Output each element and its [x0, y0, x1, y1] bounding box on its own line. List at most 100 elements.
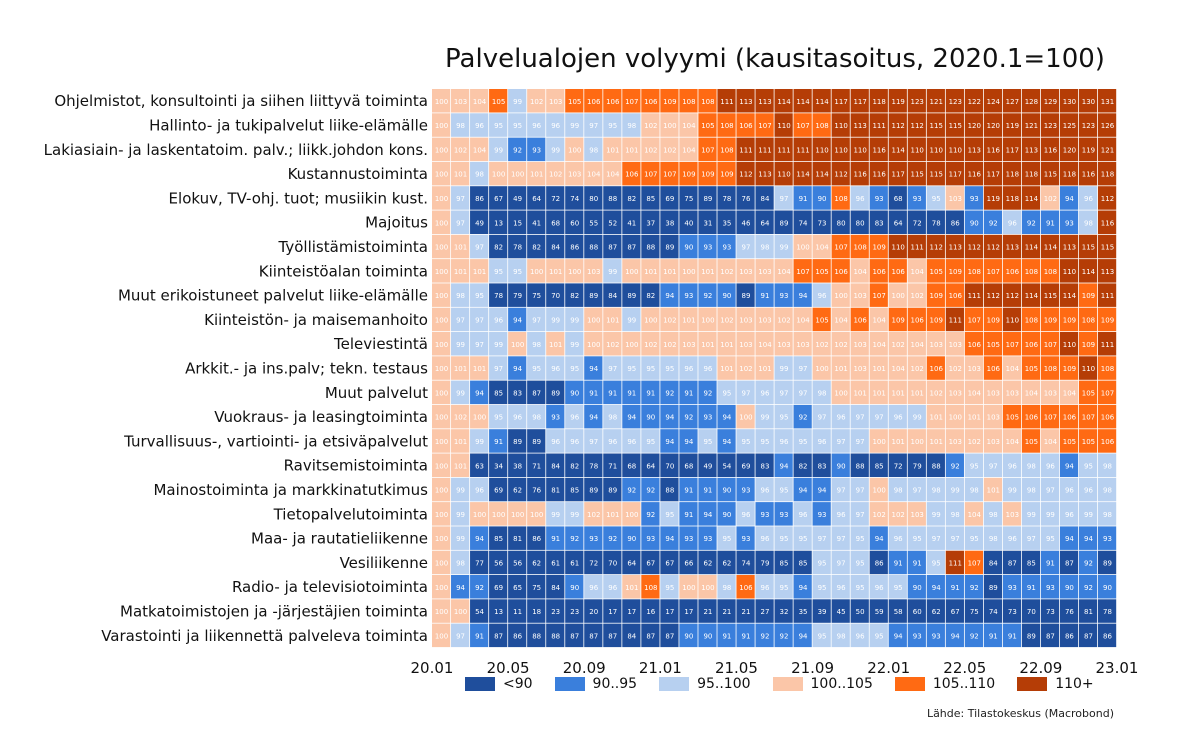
- heatmap-cell: [622, 234, 641, 259]
- heatmap-cell: [774, 89, 793, 113]
- heatmap-cell: [622, 477, 641, 502]
- heatmap-cell: [432, 161, 451, 186]
- cell-value-label: 95: [703, 438, 712, 446]
- heatmap-cell: [907, 234, 926, 259]
- heatmap-cell: [451, 502, 470, 526]
- cell-value-label: 11: [513, 608, 522, 616]
- cell-value-label: 86: [513, 632, 522, 640]
- cell-value-label: 114: [1025, 292, 1039, 300]
- heatmap-cell: [736, 307, 755, 332]
- cell-value-label: 101: [758, 365, 771, 373]
- heatmap-cell: [660, 234, 679, 259]
- legend-swatch: [659, 677, 690, 691]
- heatmap-cell: [831, 210, 850, 234]
- cell-value-label: 106: [644, 98, 658, 106]
- x-tick-label: 20.01: [411, 659, 454, 677]
- cell-value-label: 93: [741, 487, 750, 495]
- cell-value-label: 93: [684, 292, 693, 300]
- heatmap-cell: [432, 526, 451, 550]
- cell-value-label: 112: [1006, 292, 1019, 300]
- cell-value-label: 90: [684, 632, 693, 640]
- cell-value-label: 75: [970, 608, 979, 616]
- cell-value-label: 92: [951, 462, 960, 470]
- row-label: Majoitus: [365, 214, 428, 232]
- cell-value-label: 97: [494, 365, 503, 373]
- cell-value-label: 96: [1084, 487, 1093, 495]
- heatmap-cell: [1040, 550, 1060, 575]
- cell-value-label: 115: [911, 171, 924, 179]
- cell-value-label: 95: [494, 268, 503, 276]
- cell-value-label: 93: [741, 535, 750, 543]
- heatmap-cell: [755, 210, 774, 234]
- heatmap-cell: [432, 550, 451, 575]
- cell-value-label: 117: [1006, 146, 1019, 154]
- cell-value-label: 96: [818, 438, 827, 446]
- heatmap-cell: [812, 356, 831, 380]
- cell-value-label: 104: [815, 244, 829, 252]
- row-label: Elokuv, TV-ohj. tuot; musiikin kust.: [169, 189, 428, 207]
- heatmap-cell: [565, 623, 584, 648]
- heatmap-cell: [736, 550, 755, 575]
- cell-value-label: 87: [608, 632, 617, 640]
- heatmap-cell: [679, 502, 698, 526]
- heatmap-cell: [527, 526, 546, 550]
- heatmap-cell: [774, 113, 793, 137]
- cell-value-label: 100: [872, 438, 885, 446]
- cell-value-label: 110: [949, 146, 962, 154]
- cell-value-label: 78: [589, 462, 598, 470]
- heatmap-cell: [964, 526, 984, 550]
- heatmap-cell: [565, 453, 584, 477]
- cell-value-label: 97: [799, 365, 808, 373]
- heatmap-cell: [736, 186, 755, 210]
- heatmap-cell: [831, 234, 850, 259]
- heatmap-cell: [698, 307, 717, 332]
- cell-value-label: 96: [761, 584, 770, 592]
- heatmap-cell: [660, 356, 679, 380]
- cell-value-label: 32: [780, 608, 789, 616]
- heatmap-cell: [565, 137, 584, 162]
- heatmap-cell: [622, 599, 641, 623]
- cell-value-label: 108: [720, 146, 733, 154]
- cell-value-label: 107: [796, 268, 809, 276]
- heatmap-cell: [641, 137, 660, 162]
- heatmap-cell: [736, 575, 755, 599]
- heatmap-cell: [546, 283, 565, 307]
- cell-value-label: 116: [872, 146, 886, 154]
- cell-value-label: 95: [722, 389, 731, 397]
- heatmap-cell: [945, 404, 964, 429]
- cell-value-label: 78: [932, 219, 941, 227]
- heatmap-cell: [945, 429, 964, 453]
- heatmap-cell: [622, 550, 641, 575]
- cell-value-label: 102: [587, 511, 600, 519]
- heatmap-cell: [698, 526, 717, 550]
- heatmap-cell: [489, 404, 508, 429]
- cell-value-label: 71: [608, 462, 617, 470]
- heatmap-cell: [660, 161, 679, 186]
- cell-value-label: 114: [891, 146, 905, 154]
- heatmap-cell: [850, 234, 869, 259]
- heatmap-cell: [983, 477, 1003, 502]
- cell-value-label: 68: [894, 195, 903, 203]
- heatmap-cell: [451, 307, 470, 332]
- heatmap-cell: [546, 210, 565, 234]
- cell-value-label: 82: [570, 292, 579, 300]
- cell-value-label: 113: [1101, 268, 1114, 276]
- heatmap-cell: [907, 599, 926, 623]
- heatmap-cell: [641, 332, 660, 356]
- heatmap-cell: [698, 113, 717, 137]
- heatmap-cell: [1078, 137, 1098, 162]
- cell-value-label: 113: [758, 171, 771, 179]
- heatmap-cell: [774, 599, 793, 623]
- heatmap-cell: [489, 453, 508, 477]
- heatmap-cell: [679, 89, 698, 113]
- heatmap-cell: [432, 113, 451, 137]
- heatmap-cell: [926, 307, 945, 332]
- heatmap-cell: [1040, 575, 1060, 599]
- cell-value-label: 68: [551, 219, 560, 227]
- heatmap-cell: [451, 283, 470, 307]
- cell-value-label: 103: [758, 316, 771, 324]
- cell-value-label: 107: [872, 292, 885, 300]
- heatmap-cell: [584, 599, 603, 623]
- cell-value-label: 121: [1101, 146, 1114, 154]
- cell-value-label: 91: [989, 632, 998, 640]
